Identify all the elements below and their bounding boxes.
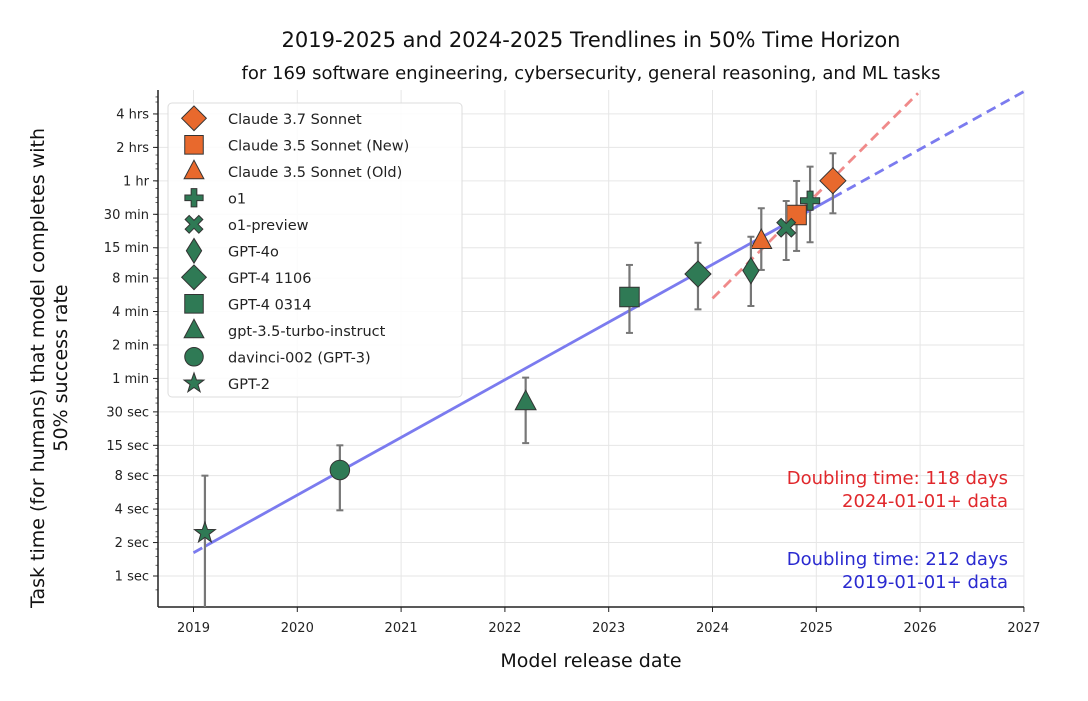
data-point — [514, 376, 537, 445]
thin-diamond-marker — [742, 256, 760, 285]
legend-item: gpt-3.5-turbo-instruct — [183, 318, 386, 340]
axes: 2019 2020 2021 2022 2023 2024 2025 2026 2027 1 se… — [104, 90, 1040, 636]
annotation-text: Doubling time: 118 days — [787, 468, 1008, 489]
y-tick-label: 1 hr — [123, 174, 150, 189]
data-point — [684, 241, 712, 311]
thin-diamond-legend-icon — [185, 237, 203, 265]
triangle-legend-icon — [183, 318, 205, 339]
legend-label: GPT-4 1106 — [228, 271, 311, 287]
legend-item: GPT-4 1106 — [180, 264, 311, 291]
diamond-marker — [819, 166, 847, 195]
x-tick-label: 2021 — [385, 621, 418, 636]
legend-label: Claude 3.5 Sonnet (New) — [228, 138, 409, 154]
data-point — [742, 235, 760, 308]
legend-label: davinci-002 (GPT-3) — [228, 350, 371, 366]
plus-legend-icon — [184, 188, 204, 208]
x-tick-label: 2025 — [800, 621, 833, 636]
square-legend-icon — [184, 135, 204, 155]
legend-item: Claude 3.5 Sonnet (Old) — [183, 159, 402, 181]
legend-item: GPT-2 — [182, 371, 270, 393]
diamond-marker — [684, 260, 712, 288]
y-axis-label-line2: 50% success rate — [50, 284, 72, 451]
legend-item: GPT-4 0314 — [184, 294, 311, 314]
circle-marker — [329, 459, 351, 481]
x-legend-icon — [184, 214, 204, 234]
legend-label: Claude 3.7 Sonnet — [228, 112, 362, 128]
legend-label: GPT-4 0314 — [228, 297, 311, 313]
y-tick-label: 15 min — [104, 241, 149, 256]
annotation-text: Doubling time: 212 days — [787, 549, 1008, 570]
x-axis-label: Model release date — [500, 650, 681, 672]
y-axis-label-line1: Task time (for humans) that model comple… — [27, 128, 49, 609]
data-point — [786, 179, 807, 252]
diamond-legend-icon — [180, 105, 208, 132]
y-tick-label: 4 min — [112, 305, 149, 320]
y-tick-label: 4 hrs — [116, 107, 149, 122]
square-marker — [619, 286, 640, 308]
y-tick-label: 30 min — [104, 208, 149, 223]
trendline-all-solid — [204, 196, 834, 548]
x-tick-label: 2027 — [1007, 621, 1040, 636]
grid — [158, 90, 1025, 607]
x-tick-label: 2022 — [488, 621, 521, 636]
legend-item: davinci-002 (GPT-3) — [184, 347, 371, 367]
data-point — [329, 444, 351, 512]
trendline-recent — [711, 92, 920, 300]
legend-label: o1 — [228, 191, 246, 207]
legend-label: gpt-3.5-turbo-instruct — [228, 324, 386, 340]
y-tick-label: 15 sec — [106, 439, 149, 454]
y-tick-label: 8 min — [112, 272, 149, 287]
legend-label: GPT-2 — [228, 377, 270, 393]
triangle-legend-icon — [183, 159, 205, 180]
star-legend-icon — [182, 371, 206, 393]
x-tick-label: 2026 — [904, 621, 937, 636]
annotation-text: 2024-01-01+ data — [842, 491, 1008, 512]
trendline-all-dashed-extrapolation — [832, 90, 1025, 199]
chart-title: 2019-2025 and 2024-2025 Trendlines in 50… — [282, 28, 901, 52]
trendline-all-dashed-start — [192, 545, 206, 554]
y-tick-label: 2 min — [112, 338, 149, 353]
circle-legend-icon — [184, 347, 204, 367]
y-tick-label: 1 min — [112, 372, 149, 387]
x-tick-label: 2024 — [696, 621, 729, 636]
legend-label: o1-preview — [228, 218, 309, 234]
data-point — [193, 474, 217, 607]
y-tick-label: 30 sec — [106, 405, 149, 420]
legend-item: Claude 3.7 Sonnet — [180, 105, 362, 132]
y-tick-label: 1 sec — [115, 570, 149, 585]
data-point — [750, 207, 773, 271]
x-tick-label: 2019 — [177, 621, 210, 636]
triangle-marker — [514, 389, 537, 411]
data-point — [619, 263, 640, 334]
x-tick-label: 2020 — [281, 621, 314, 636]
data-point — [819, 152, 847, 215]
y-tick-label: 8 sec — [115, 469, 149, 484]
legend-label: Claude 3.5 Sonnet (Old) — [228, 165, 402, 181]
data-point — [799, 165, 821, 244]
star-marker — [193, 520, 217, 544]
annotation-text: 2019-01-01+ data — [842, 572, 1008, 593]
y-tick-label: 2 sec — [115, 536, 149, 551]
legend-label: GPT-4o — [228, 244, 279, 260]
diamond-legend-icon — [180, 264, 208, 291]
y-tick-label: 4 sec — [115, 503, 149, 518]
x-tick-label: 2023 — [592, 621, 625, 636]
legend-item: o1 — [184, 188, 246, 208]
legend-item: Claude 3.5 Sonnet (New) — [184, 135, 409, 155]
data-point — [776, 200, 797, 261]
y-tick-label: 2 hrs — [116, 141, 149, 156]
plus-marker — [799, 190, 821, 211]
legend-item: GPT-4o — [185, 237, 279, 265]
triangle-marker — [750, 227, 773, 250]
legend-item: o1-preview — [184, 214, 309, 234]
chart-subtitle: for 169 software engineering, cybersecur… — [242, 63, 941, 84]
data-points — [193, 152, 847, 607]
legend: Claude 3.7 Sonnet Claude 3.5 Sonnet (New)… — [167, 102, 463, 398]
square-legend-icon — [184, 294, 204, 314]
x-marker — [776, 217, 797, 238]
legend-box — [167, 102, 463, 398]
